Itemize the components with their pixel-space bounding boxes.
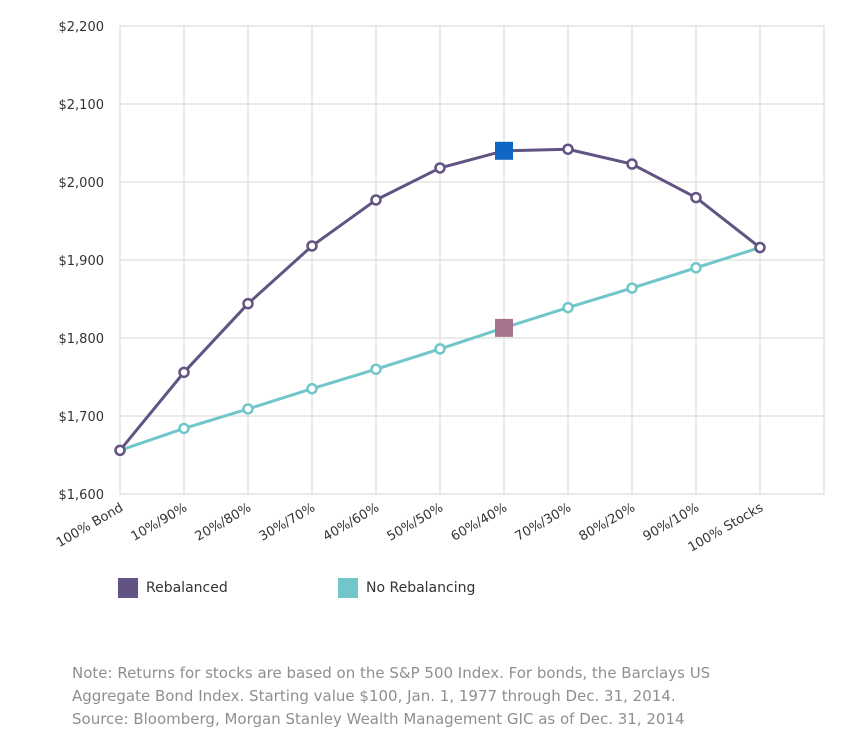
y-tick-label: $2,200 bbox=[59, 20, 105, 35]
data-point-rebalanced bbox=[626, 158, 638, 170]
y-tick-label: $1,600 bbox=[59, 488, 105, 503]
data-point-rebalanced bbox=[562, 143, 574, 155]
line-chart: $1,600 $1,700 $1,800 $1,900 $2,000 $2,100 $2,2… bbox=[54, 20, 825, 555]
highlight-marker-no-rebalancing bbox=[495, 318, 513, 337]
legend-item-no-rebalancing: No Rebalancing bbox=[338, 578, 475, 598]
y-axis-ticks: $1,600 $1,700 $1,800 $1,900 $2,000 $2,100 $2,2… bbox=[59, 20, 105, 503]
data-point-no-rebalancing bbox=[690, 262, 702, 274]
data-point-no-rebalancing bbox=[242, 403, 254, 415]
y-tick-label: $2,000 bbox=[59, 176, 105, 191]
y-tick-label: $1,700 bbox=[59, 410, 105, 425]
x-tick-label: 10%/90% bbox=[129, 500, 190, 544]
x-tick-label: 50%/50% bbox=[385, 500, 446, 544]
data-point-rebalanced bbox=[242, 297, 254, 310]
y-tick-label: $1,900 bbox=[59, 254, 105, 269]
data-point-rebalanced bbox=[306, 240, 318, 252]
x-tick-label: 80%/20% bbox=[577, 500, 638, 544]
data-point-no-rebalancing bbox=[306, 382, 318, 395]
y-tick-label: $2,100 bbox=[59, 98, 105, 113]
data-point-no-rebalancing bbox=[626, 282, 638, 294]
legend-label-rebalanced: Rebalanced bbox=[146, 580, 228, 596]
chart-grid bbox=[119, 25, 825, 495]
data-point-rebalanced bbox=[754, 241, 766, 254]
x-tick-label: 30%/70% bbox=[257, 500, 318, 544]
legend-item-rebalanced: Rebalanced bbox=[118, 578, 228, 598]
chart-note: Note: Returns for stocks are based on th… bbox=[72, 662, 832, 731]
highlight-marker-rebalanced bbox=[495, 141, 513, 160]
data-point-rebalanced bbox=[690, 191, 702, 204]
x-tick-label: 70%/30% bbox=[513, 500, 574, 544]
x-tick-label: 20%/80% bbox=[193, 500, 254, 544]
x-tick-label: 60%/40% bbox=[449, 500, 510, 544]
x-tick-label: 100% Bond bbox=[54, 500, 126, 550]
note-line-3: Source: Bloomberg, Morgan Stanley Wealth… bbox=[72, 710, 685, 728]
data-point-no-rebalancing bbox=[178, 422, 190, 435]
legend-swatch-no-rebalancing bbox=[338, 578, 358, 598]
data-point-rebalanced bbox=[178, 366, 190, 379]
data-point-no-rebalancing bbox=[434, 343, 446, 355]
legend-label-no-rebalancing: No Rebalancing bbox=[366, 580, 476, 596]
data-point-rebalanced bbox=[370, 194, 382, 206]
data-point-rebalanced bbox=[114, 444, 126, 457]
x-axis-ticks: 100% Bond 10%/90% 20%/80% 30%/70% 40%/60% 50%… bbox=[54, 500, 766, 555]
note-line-1: Note: Returns for stocks are based on th… bbox=[72, 664, 711, 682]
data-point-rebalanced bbox=[434, 162, 446, 174]
chart-series bbox=[114, 141, 766, 457]
data-point-no-rebalancing bbox=[562, 301, 574, 314]
data-point-no-rebalancing bbox=[370, 363, 382, 375]
note-line-2: Aggregate Bond Index. Starting value $10… bbox=[72, 687, 676, 705]
x-tick-label: 40%/60% bbox=[321, 500, 382, 544]
y-tick-label: $1,800 bbox=[59, 332, 105, 347]
legend-swatch-rebalanced bbox=[118, 578, 138, 598]
